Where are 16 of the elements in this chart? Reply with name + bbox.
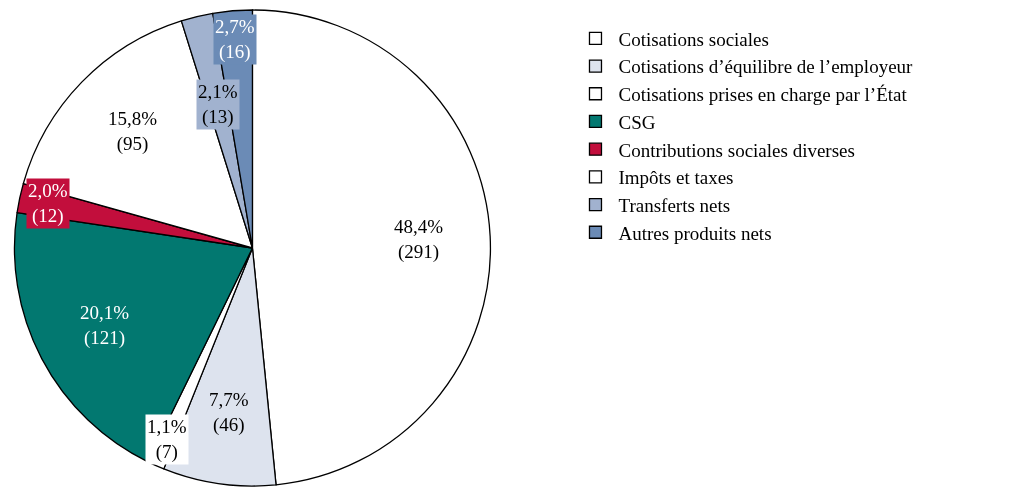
data-label: 2,0% (12)	[28, 180, 68, 227]
legend-label: Cotisations prises en charge par l’État	[618, 84, 908, 106]
legend-label: Contributions sociales diverses	[618, 139, 855, 161]
data-label: 20,1% (121)	[80, 302, 130, 349]
legend-label: Autres produits nets	[618, 222, 772, 244]
data-label: 15,8% (95)	[108, 108, 158, 155]
data-label: 2,7% (16)	[215, 16, 255, 63]
legend-label: Transferts nets	[618, 194, 731, 216]
legend-label: Cotisations sociales	[618, 28, 769, 50]
data-label: 48,4% (291)	[394, 216, 444, 263]
data-label: 1,1% (7)	[147, 416, 187, 463]
data-label: 7,7% (46)	[209, 389, 249, 436]
legend-label: Cotisations d’équilibre de l’employeur	[618, 56, 914, 78]
data-label: 2,1% (13)	[198, 81, 238, 128]
legend-label: Impôts et taxes	[618, 167, 734, 189]
legend-label: CSG	[618, 111, 656, 133]
